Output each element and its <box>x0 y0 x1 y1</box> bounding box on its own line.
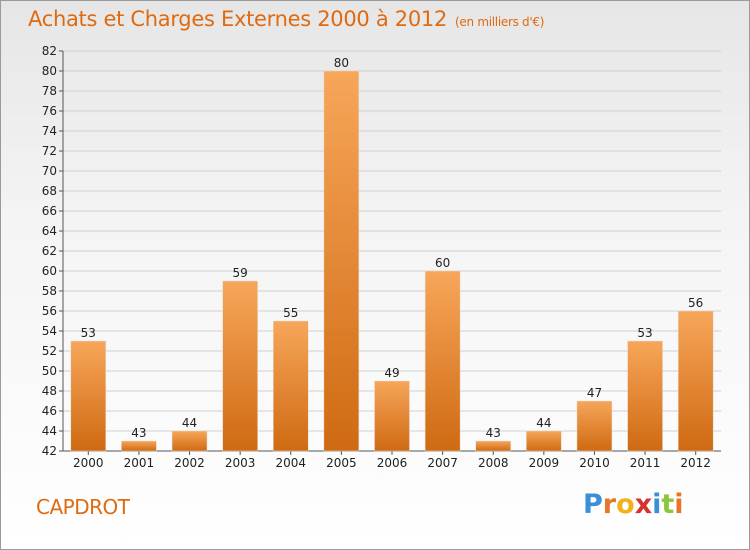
bar-2003 <box>222 280 258 452</box>
bar-2002 <box>171 430 208 452</box>
y-tick-label: 50 <box>42 364 57 378</box>
logo-letter: o <box>616 489 635 520</box>
commune-name: CAPDROT <box>36 495 130 519</box>
y-tick-label: 70 <box>42 164 57 178</box>
y-tick-label: 62 <box>42 244 57 258</box>
bars <box>70 70 714 452</box>
value-label-2006: 49 <box>384 366 399 380</box>
bar-2007 <box>424 270 461 452</box>
y-tick-label: 52 <box>42 344 57 358</box>
y-tick-label: 60 <box>42 264 57 278</box>
y-tick-label: 64 <box>42 224 57 238</box>
y-tick-label: 58 <box>42 284 57 298</box>
x-tick-label-2012: 2012 <box>680 456 711 470</box>
x-tick-label-2005: 2005 <box>326 456 357 470</box>
value-label-2000: 53 <box>81 326 96 340</box>
y-tick-label: 68 <box>42 184 57 198</box>
logo-letter: t <box>661 489 675 520</box>
chart-title: Achats et Charges Externes 2000 à 2012 (e… <box>28 7 544 31</box>
value-label-2012: 56 <box>688 296 703 310</box>
bar-2009 <box>526 430 562 452</box>
y-tick-label: 46 <box>42 404 57 418</box>
y-tick-label: 80 <box>42 64 57 78</box>
y-tick-label: 42 <box>42 444 57 458</box>
y-tick-label: 74 <box>42 124 57 138</box>
x-tick-label-2001: 2001 <box>124 456 155 470</box>
x-tick-label-2011: 2011 <box>630 456 661 470</box>
bar-2006 <box>374 380 410 452</box>
value-label-2001: 43 <box>131 426 146 440</box>
x-tick-labels: 2000 2001 2002 2003 2004 2005 2006 2007 2008 2009… <box>73 456 711 470</box>
value-label-2007: 60 <box>435 256 450 270</box>
bar-2010 <box>576 400 613 452</box>
bar-2001 <box>121 440 157 452</box>
y-tick-label: 82 <box>42 44 57 58</box>
x-tick-label-2007: 2007 <box>427 456 458 470</box>
value-label-2011: 53 <box>637 326 652 340</box>
x-tick-label-2000: 2000 <box>73 456 104 470</box>
logo-letter: x <box>634 489 653 520</box>
y-tick-labels: 42 44 46 48 50 52 54 56 58 60 62 64 66 68 70 72 74 76 78 80… <box>42 44 57 458</box>
bar-2004 <box>273 320 309 452</box>
value-label-2010: 47 <box>587 386 602 400</box>
bar-2012 <box>677 310 714 452</box>
y-tick-label: 54 <box>42 324 57 338</box>
x-tick-label-2009: 2009 <box>529 456 560 470</box>
logo-letter: P <box>583 489 603 520</box>
x-tick-label-2003: 2003 <box>225 456 256 470</box>
logo-letter: i <box>674 489 684 520</box>
value-labels: 53 43 44 59 55 80 49 60 43 44 47 53 56 <box>81 56 704 440</box>
chart-subtitle: (en milliers d'€) <box>455 15 545 29</box>
bar-2011 <box>627 340 663 452</box>
value-label-2003: 59 <box>233 266 248 280</box>
x-tick-label-2010: 2010 <box>579 456 610 470</box>
bar-2008 <box>475 440 511 452</box>
x-tick-label-2004: 2004 <box>275 456 306 470</box>
proxiti-logo: Proxiti <box>583 489 684 520</box>
value-label-2005: 80 <box>334 56 349 70</box>
bar-2005 <box>323 70 360 452</box>
value-label-2009: 44 <box>536 416 551 430</box>
y-tick-label: 72 <box>42 144 57 158</box>
logo-letter: i <box>652 489 662 520</box>
y-tick-label: 76 <box>42 104 57 118</box>
y-tick-label: 56 <box>42 304 57 318</box>
x-tick-label-2002: 2002 <box>174 456 205 470</box>
value-label-2004: 55 <box>283 306 298 320</box>
y-tick-label: 48 <box>42 384 57 398</box>
y-tick-label: 66 <box>42 204 57 218</box>
x-tick-label-2008: 2008 <box>478 456 509 470</box>
bar-2000 <box>70 340 107 452</box>
logo-letter: r <box>602 489 617 520</box>
value-label-2008: 43 <box>486 426 501 440</box>
x-tick-label-2006: 2006 <box>377 456 408 470</box>
chart-title-text: Achats et Charges Externes 2000 à 2012 <box>28 7 448 31</box>
y-tick-label: 44 <box>42 424 57 438</box>
value-label-2002: 44 <box>182 416 197 430</box>
y-tick-label: 78 <box>42 84 57 98</box>
